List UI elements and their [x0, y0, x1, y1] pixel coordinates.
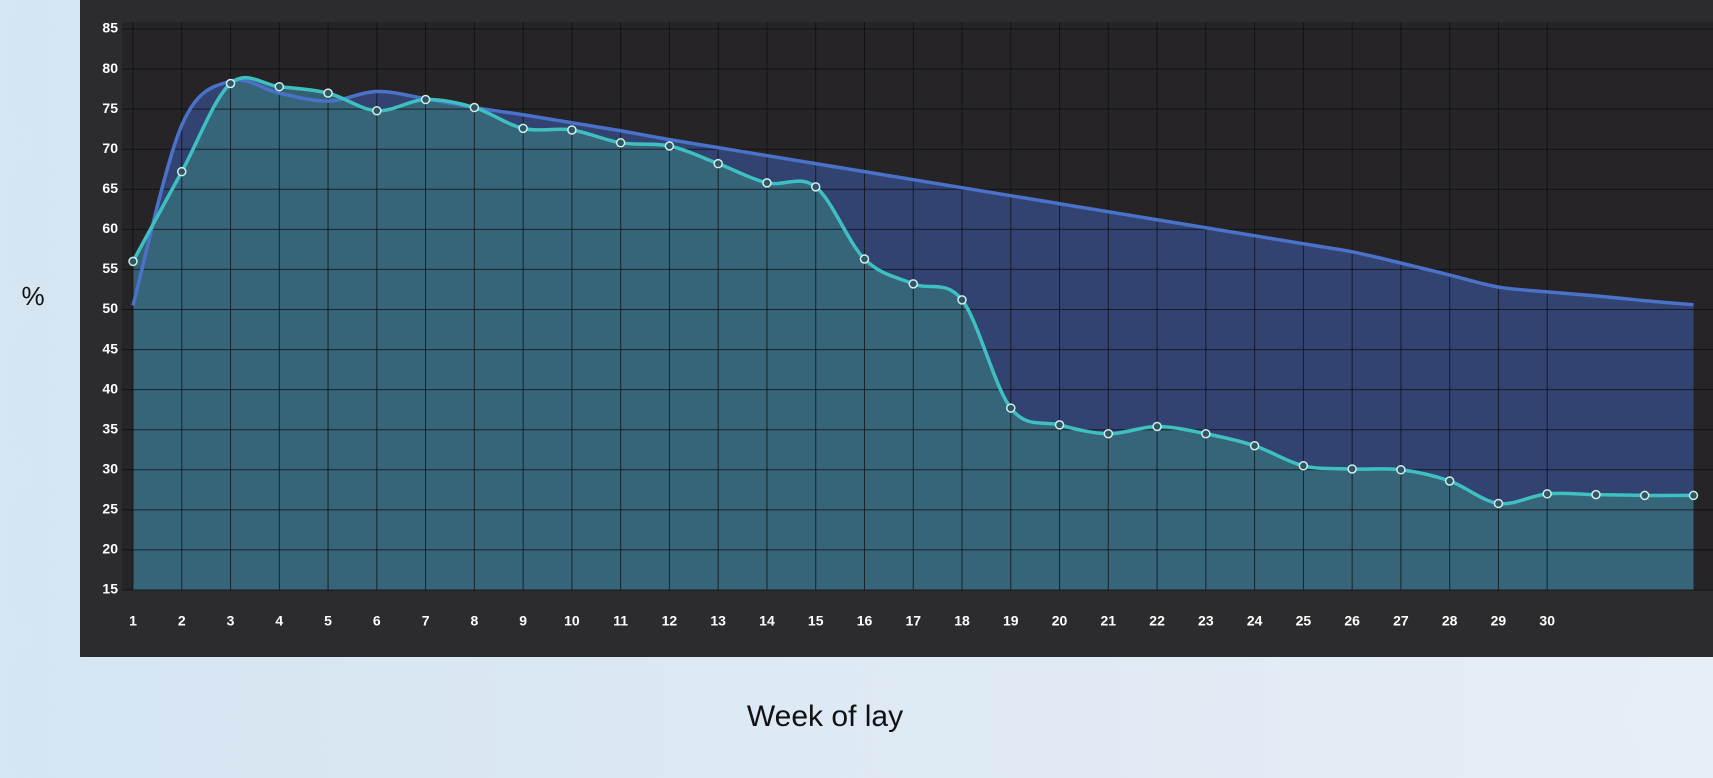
point-marker: [1493, 498, 1504, 509]
y-tick-label: 80: [102, 60, 118, 76]
point-marker: [177, 166, 187, 177]
x-tick-label: 25: [1296, 613, 1312, 629]
point-marker: [1006, 403, 1016, 413]
point-marker: [1542, 489, 1552, 499]
point-marker: [1396, 465, 1406, 475]
y-tick-label: 15: [102, 581, 118, 597]
point-marker: [1688, 490, 1699, 501]
point-marker: [1103, 428, 1114, 439]
x-tick-label: 23: [1198, 613, 1214, 629]
x-tick-label: 8: [470, 613, 478, 629]
x-tick-label: 16: [857, 613, 873, 629]
y-tick-label: 30: [102, 460, 118, 476]
point-marker: [128, 256, 138, 267]
point-marker: [859, 254, 870, 264]
point-marker: [1298, 461, 1309, 471]
point-marker: [908, 279, 918, 289]
x-tick-label: 18: [954, 613, 970, 629]
x-tick-label: 12: [662, 613, 678, 629]
x-tick-label: 2: [178, 613, 186, 629]
point-marker: [225, 78, 236, 89]
line: [131, 78, 1694, 307]
point-marker: [420, 94, 431, 105]
point-marker: [1591, 489, 1601, 500]
y-tick-label: 50: [102, 300, 118, 316]
point-marker: [1201, 428, 1211, 439]
point-marker: [274, 81, 285, 92]
point-marker: [372, 105, 382, 116]
x-tick-label: 11: [613, 613, 628, 629]
x-tick-label: 4: [275, 613, 283, 629]
x-tick-label: 26: [1344, 613, 1360, 629]
x-tick-label: 3: [227, 613, 235, 629]
y-axis-label: %: [21, 281, 44, 311]
point-marker: [1639, 490, 1650, 501]
point-marker: [1347, 464, 1357, 474]
point-marker: [713, 158, 723, 169]
x-tick-label: 28: [1442, 613, 1458, 629]
x-tick-label: 10: [564, 613, 580, 629]
x-tick-label: 30: [1539, 613, 1555, 629]
x-tick-label: 24: [1247, 613, 1263, 629]
y-tick-label: 40: [102, 380, 118, 396]
y-tick-label: 85: [102, 20, 118, 36]
x-tick-label: 17: [905, 613, 921, 629]
point-marker: [567, 125, 577, 135]
x-tick-label: 20: [1052, 613, 1068, 629]
x-tick-label: 21: [1101, 613, 1117, 629]
point-marker: [469, 102, 480, 113]
point-marker: [615, 138, 626, 148]
point-marker: [957, 295, 967, 305]
y-tick-label: 65: [102, 180, 118, 196]
x-tick-label: 5: [324, 613, 332, 629]
point-marker: [1152, 421, 1162, 432]
point-marker: [810, 182, 821, 192]
x-tick-label: 14: [759, 613, 775, 629]
point-marker: [762, 178, 772, 188]
x-tick-label: 7: [422, 613, 430, 629]
x-tick-label: 1: [129, 613, 137, 629]
x-tick-label: 6: [373, 613, 381, 629]
point-marker: [323, 88, 333, 98]
y-tick-label: 70: [102, 140, 118, 156]
y-tick-label: 35: [102, 420, 118, 436]
point-marker: [1249, 440, 1260, 451]
x-tick-label: 27: [1393, 613, 1409, 629]
x-axis-label: Week of lay: [747, 700, 903, 733]
x-tick-label: 13: [710, 613, 726, 629]
y-tick-label: 60: [102, 220, 118, 236]
point-marker: [1054, 420, 1065, 430]
y-tick-label: 25: [102, 501, 118, 517]
y-tick-label: 45: [102, 340, 118, 356]
x-tick-label: 22: [1149, 613, 1165, 629]
point-marker: [664, 141, 675, 151]
point-marker: [518, 123, 528, 134]
y-tick-label: 55: [102, 260, 118, 276]
x-tick-label: 15: [808, 613, 824, 629]
x-tick-label: 29: [1491, 613, 1507, 629]
x-tick-label: 9: [519, 613, 527, 629]
y-tick-label: 75: [102, 100, 118, 116]
y-tick-label: 20: [102, 541, 118, 557]
point-marker: [1444, 476, 1455, 486]
x-tick-label: 19: [1003, 613, 1019, 629]
